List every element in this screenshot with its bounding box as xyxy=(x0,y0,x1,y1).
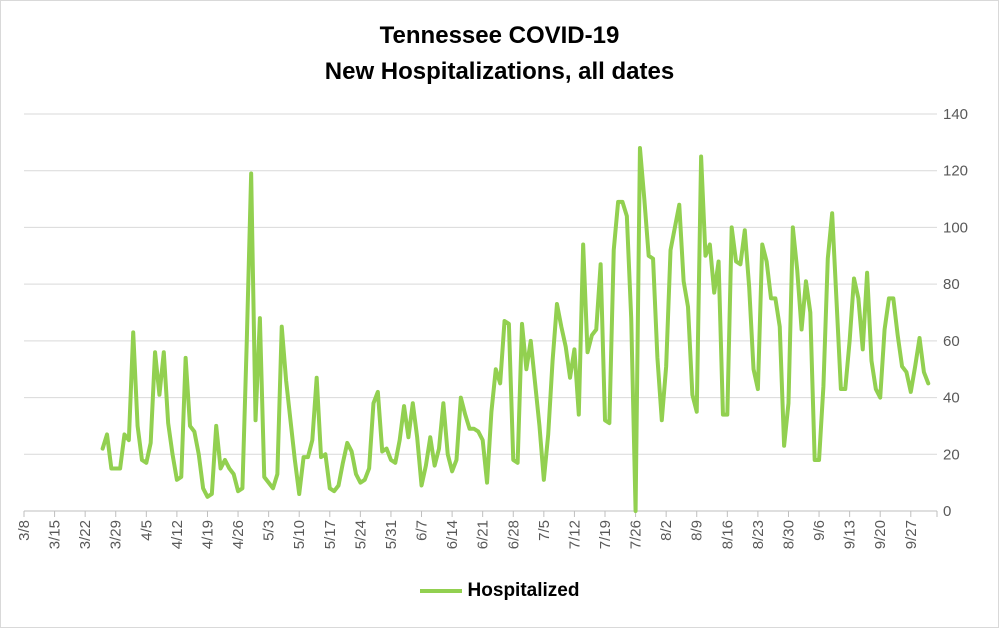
x-tick-label-14: 6/14 xyxy=(444,520,461,549)
x-tick-label-0: 3/8 xyxy=(16,520,33,541)
x-tick-label-21: 8/2 xyxy=(658,520,675,541)
y-tick-label-100: 100 xyxy=(943,219,968,236)
x-tick-label-13: 6/7 xyxy=(414,520,431,541)
x-tick-label-12: 5/31 xyxy=(383,520,400,549)
x-tick-label-15: 6/21 xyxy=(475,520,492,549)
x-tick-label-5: 4/12 xyxy=(169,520,186,549)
y-tick-label-80: 80 xyxy=(943,276,960,293)
grid-lines xyxy=(24,113,937,455)
y-tick-label-0: 0 xyxy=(943,503,951,520)
x-tick-label-8: 5/3 xyxy=(261,520,278,541)
x-axis-ticks: 3/8 3/15 3/22 3/29 4/5 4/12 4/19 4/26 5/3 5/10 5/1… xyxy=(16,511,938,549)
x-tick-label-7: 4/26 xyxy=(230,520,247,549)
x-tick-label-1: 3/15 xyxy=(47,520,64,549)
x-tick-label-9: 5/10 xyxy=(291,520,308,549)
chart-title-line-1: Tennessee COVID-19 xyxy=(379,22,620,49)
y-tick-label-120: 120 xyxy=(943,163,968,180)
x-tick-label-16: 6/28 xyxy=(505,520,522,549)
x-tick-label-6: 4/19 xyxy=(199,520,216,549)
y-tick-label-140: 140 xyxy=(943,106,968,123)
x-tick-label-27: 9/13 xyxy=(842,520,859,549)
y-axis-ticks: 0 20 40 60 80 100 120 140 xyxy=(943,106,968,520)
legend: Hospitalized xyxy=(0,580,999,602)
x-tick-label-24: 8/23 xyxy=(750,520,767,549)
x-tick-label-23: 8/16 xyxy=(719,520,736,549)
x-tick-label-26: 9/6 xyxy=(811,520,828,541)
x-tick-label-18: 7/12 xyxy=(566,520,583,549)
legend-swatch-hospitalized xyxy=(419,589,462,593)
x-tick-label-22: 8/9 xyxy=(689,520,706,541)
x-tick-label-28: 9/20 xyxy=(872,520,889,549)
x-tick-label-4: 4/5 xyxy=(138,520,155,541)
x-tick-label-3: 3/29 xyxy=(108,520,125,549)
x-tick-label-10: 5/17 xyxy=(322,520,339,549)
x-tick-label-17: 7/5 xyxy=(536,520,553,541)
chart-title-line-2: New Hospitalizations, all dates xyxy=(324,58,675,85)
y-tick-label-60: 60 xyxy=(943,333,960,350)
y-tick-label-20: 20 xyxy=(943,446,960,463)
y-tick-label-40: 40 xyxy=(943,390,960,407)
x-tick-label-20: 7/26 xyxy=(628,520,645,549)
series-line-hospitalized xyxy=(100,146,931,513)
legend-label-hospitalized: Hospitalized xyxy=(467,580,580,601)
x-tick-label-25: 8/30 xyxy=(780,520,797,549)
series-layer xyxy=(100,146,931,513)
x-tick-label-29: 9/27 xyxy=(903,520,920,549)
x-tick-label-2: 3/22 xyxy=(77,520,94,549)
x-tick-label-19: 7/19 xyxy=(597,520,614,549)
x-tick-label-11: 5/24 xyxy=(352,520,369,549)
